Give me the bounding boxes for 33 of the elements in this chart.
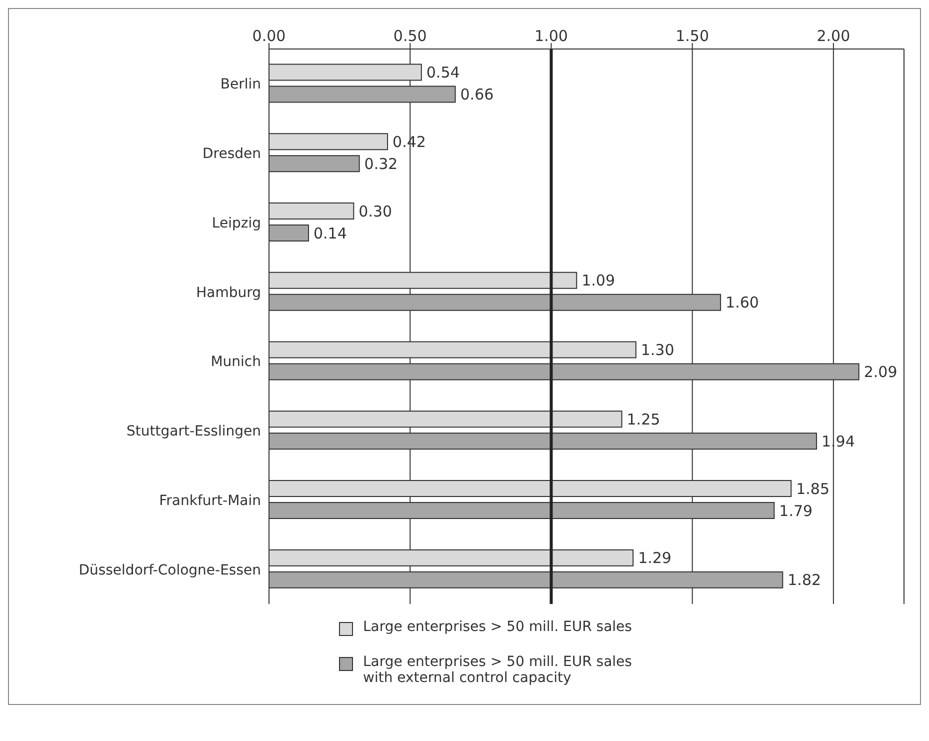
data-label: 1.29 [638,549,672,568]
bar [269,202,354,220]
y-tick-label: Hamburg [196,284,261,301]
x-tick-label: 1.00 [534,27,568,45]
data-label: 1.30 [640,341,674,360]
data-label: 0.14 [314,224,347,242]
data-label: 1.09 [582,272,616,290]
data-label: 2.09 [864,363,898,382]
data-label: 1.60 [726,294,759,312]
x-tick-label: 0.50 [393,27,427,45]
y-tick-label: Dresden [202,146,261,162]
bar [269,155,360,172]
data-label: 0.54 [426,64,460,82]
data-label: 1.82 [788,571,822,590]
legend-label: Large enterprises > 50 mill. EUR sales with external control capacity [363,654,633,686]
data-label: 0.30 [358,202,392,220]
x-tick-label: 1.50 [676,27,710,45]
data-label: 0.32 [364,154,398,173]
legend-label: Large enterprises > 50 mill. EUR sales [363,619,632,635]
y-tick-label: Stuttgart-Esslingen [126,424,261,440]
bar [269,133,388,150]
bar [269,224,310,242]
data-label: 1.25 [626,410,660,428]
x-tick-label: 2.00 [816,27,850,45]
y-tick-label: Berlin [220,76,261,93]
data-label: 1.79 [779,502,813,520]
x-tick-label: 0.00 [252,27,286,45]
y-tick-label: Düsseldorf-Cologne-Essen [78,562,261,578]
y-tick-label: Munich [210,354,261,370]
y-tick-label: Frankfurt-Main [159,492,261,509]
y-tick-label: Leipzig [212,215,261,232]
data-label: 1.85 [796,480,830,498]
data-label: 0.66 [460,86,494,104]
